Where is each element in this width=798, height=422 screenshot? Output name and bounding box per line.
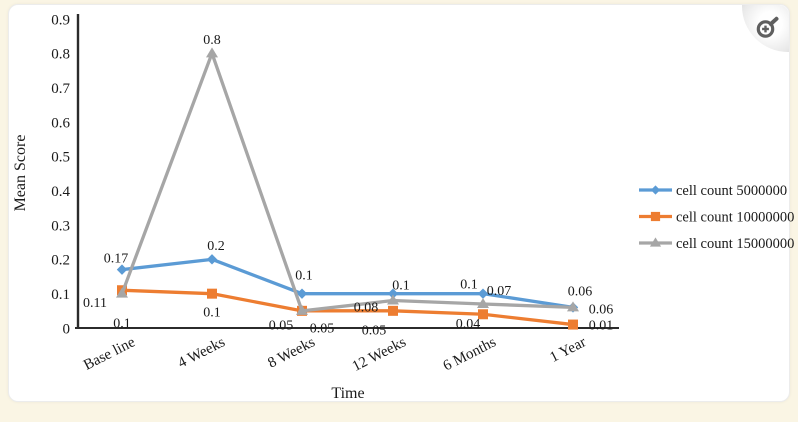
legend-marker xyxy=(650,211,661,222)
data-point-marker xyxy=(116,264,128,275)
data-point-marker xyxy=(387,294,399,305)
x-tick-label: 12 Weeks xyxy=(350,334,409,375)
data-point-marker xyxy=(296,304,308,315)
series-triangle: 0.1 0.8 0.05 0.08 0.07 0.06 xyxy=(113,33,613,337)
x-tick-label: 6 Months xyxy=(441,334,499,374)
data-label: 0.1 xyxy=(392,279,410,294)
data-point-marker xyxy=(388,305,398,316)
y-axis-tick-labels: 0 0.1 0.2 0.3 0.4 0.5 0.6 0.7 0.8 0.9 xyxy=(51,12,70,337)
data-label: 0.06 xyxy=(589,302,614,317)
legend-item: cell count 5000000 xyxy=(639,183,787,199)
data-point-marker xyxy=(387,288,399,299)
data-label: 0.1 xyxy=(295,269,313,284)
x-axis-tick-labels: Base line 4 Weeks 8 Weeks 12 Weeks 6 Months 1… xyxy=(81,334,589,375)
y-tick-label: 0.4 xyxy=(51,184,70,200)
line-chart: 0 0.1 0.2 0.3 0.4 0.5 0.6 0.7 0.8 0.9 Base line 4 W… xyxy=(12,12,794,402)
legend-item: cell count 15000000 xyxy=(639,236,794,252)
y-tick-label: 0 xyxy=(63,321,71,337)
series-diamond: 0.17 0.2 0.1 0.1 0.1 0.06 xyxy=(104,239,593,313)
figure-card: 0 0.1 0.2 0.3 0.4 0.5 0.6 0.7 0.8 0.9 Base line 4 W… xyxy=(8,4,794,402)
data-point-marker xyxy=(116,287,128,298)
y-tick-label: 0.1 xyxy=(51,287,70,303)
data-label: 0.05 xyxy=(310,322,335,337)
data-label: 0.05 xyxy=(362,324,387,339)
y-axis-title: Mean Score xyxy=(12,135,29,212)
data-label: 0.08 xyxy=(354,300,379,315)
y-tick-label: 0.9 xyxy=(51,12,70,28)
data-label: 0.1 xyxy=(113,317,131,332)
data-point-marker xyxy=(568,319,578,330)
data-label: 0.1 xyxy=(203,306,221,321)
legend-item: cell count 10000000 xyxy=(639,210,794,226)
y-tick-label: 0.6 xyxy=(51,115,70,131)
data-point-marker xyxy=(207,288,217,299)
x-axis-title: Time xyxy=(331,385,364,402)
legend-marker xyxy=(649,237,662,247)
data-label: 0.2 xyxy=(207,239,225,254)
data-point-marker xyxy=(296,288,308,299)
data-label: 0.05 xyxy=(269,319,294,334)
legend-label: cell count 15000000 xyxy=(676,236,794,252)
y-tick-label: 0.3 xyxy=(51,218,70,234)
data-label: 0.06 xyxy=(568,284,593,299)
data-point-marker xyxy=(477,288,489,299)
data-label: 0.11 xyxy=(83,296,107,311)
y-tick-label: 0.7 xyxy=(51,81,70,97)
y-tick-label: 0.8 xyxy=(51,47,70,63)
data-label: 0.17 xyxy=(104,252,129,267)
series-line xyxy=(120,257,575,310)
data-point-marker xyxy=(206,47,218,58)
magnifier-plus-icon xyxy=(756,16,778,38)
legend-label: cell count 5000000 xyxy=(676,183,787,199)
data-point-marker xyxy=(567,301,579,312)
data-label: 0.07 xyxy=(487,284,512,299)
x-tick-label: Base line xyxy=(81,334,138,374)
data-point-marker xyxy=(477,297,489,308)
data-label: 0.01 xyxy=(589,318,614,333)
data-point-marker xyxy=(206,254,218,265)
data-label: 0.1 xyxy=(460,278,478,293)
x-tick-label: 1 Year xyxy=(547,334,588,366)
y-tick-label: 0.2 xyxy=(51,253,70,269)
data-label: 0.04 xyxy=(456,317,481,332)
series-line xyxy=(120,288,575,327)
data-point-marker xyxy=(478,309,488,320)
x-tick-label: 8 Weeks xyxy=(265,334,317,371)
legend: cell count 5000000 cell count 10000000 cel… xyxy=(639,183,794,252)
y-tick-label: 0.5 xyxy=(51,150,70,166)
x-tick-label: 4 Weeks xyxy=(175,334,227,371)
data-label: 0.8 xyxy=(203,33,221,48)
legend-marker xyxy=(650,185,661,195)
legend-label: cell count 10000000 xyxy=(676,210,794,226)
series-line xyxy=(120,51,575,313)
